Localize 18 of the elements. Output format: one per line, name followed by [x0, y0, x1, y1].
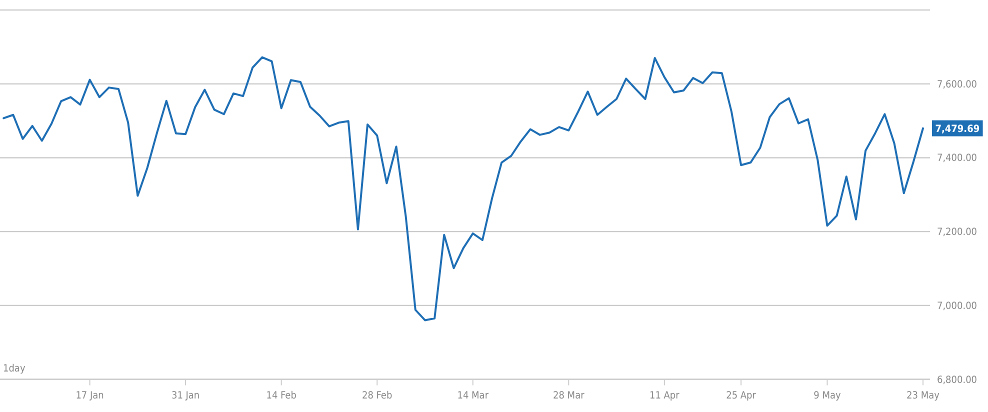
- x-tick-label: 23 May: [906, 390, 940, 402]
- annotation: 1day: [3, 363, 26, 374]
- x-tick-label: 11 Apr: [649, 390, 680, 402]
- x-tick-label: 25 Apr: [726, 390, 756, 402]
- y-tick-label: 7,600.00: [936, 79, 978, 90]
- x-tick-label: 28 Mar: [553, 390, 585, 402]
- x-tick-label: 14 Feb: [266, 390, 297, 402]
- x-tick-label: 17 Jan: [76, 390, 104, 402]
- y-tick-label: 6,800.00: [936, 374, 978, 386]
- x-tick-label: 14 Mar: [457, 390, 489, 402]
- y-tick-label: 7,400.00: [936, 153, 978, 164]
- line-series: [2, 56, 924, 322]
- y-tick-label: 7,000.00: [936, 300, 978, 312]
- x-tick-label: 28 Feb: [362, 390, 392, 402]
- data-label: 7,479.69: [935, 124, 980, 135]
- x-tick-label: 31 Jan: [171, 390, 200, 402]
- y-tick-label: 7,200.00: [936, 227, 978, 238]
- x-tick-label: 9 May: [814, 390, 842, 402]
